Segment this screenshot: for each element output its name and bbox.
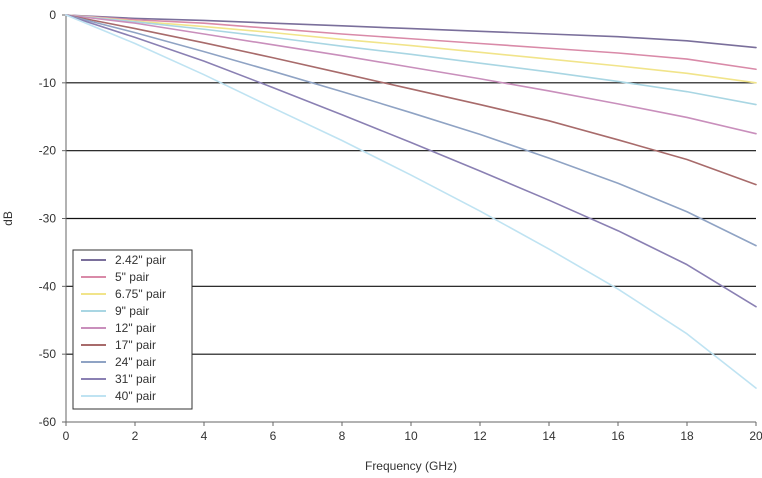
series-line-7 [65, 14, 757, 308]
legend-label-1: 5" pair [115, 270, 149, 284]
series-line-4 [65, 14, 757, 135]
x-axis-title: Frequency (GHz) [365, 459, 457, 473]
series-line-6 [65, 14, 757, 247]
x-tick-label-9: 18 [680, 429, 694, 443]
x-axis-ticks: 0 2 4 6 8 10 12 14 16 18 20 [63, 422, 762, 443]
series-lines [65, 14, 757, 389]
x-tick-label-5: 10 [404, 429, 418, 443]
legend-label-8: 40" pair [115, 389, 156, 403]
x-tick-label-3: 6 [270, 429, 277, 443]
y-axis-title: dB [1, 211, 15, 226]
x-tick-label-8: 16 [611, 429, 625, 443]
y-tick-label-1: -10 [39, 76, 57, 90]
legend-label-6: 24" pair [115, 355, 156, 369]
x-tick-label-2: 4 [201, 429, 208, 443]
y-tick-label-4: -40 [39, 279, 57, 293]
series-line-3 [65, 14, 757, 106]
legend-label-7: 31" pair [115, 372, 156, 386]
y-tick-label-6: -60 [39, 415, 57, 429]
x-tick-label-0: 0 [63, 429, 70, 443]
series-line-5 [65, 14, 757, 186]
legend-label-5: 17" pair [115, 338, 156, 352]
legend-label-3: 9" pair [115, 304, 149, 318]
x-tick-label-6: 12 [473, 429, 487, 443]
legend: 2.42" pair 5" pair 6.75" pair 9" pair 12" pa… [72, 249, 193, 410]
series-line-1 [65, 14, 757, 71]
y-tick-label-0: 0 [49, 8, 56, 22]
y-axis-ticks: 0 -10 -20 -30 -40 -50 -60 [39, 8, 66, 429]
y-tick-label-3: -30 [39, 212, 57, 226]
x-tick-label-7: 14 [542, 429, 556, 443]
x-tick-label-10: 20 [749, 429, 762, 443]
y-tick-label-2: -20 [39, 144, 57, 158]
legend-label-0: 2.42" pair [115, 253, 166, 267]
series-line-0 [65, 14, 757, 49]
legend-label-4: 12" pair [115, 321, 156, 335]
series-line-8 [65, 14, 757, 389]
series-line-2 [65, 14, 757, 84]
legend-label-2: 6.75" pair [115, 287, 166, 301]
x-tick-label-4: 8 [339, 429, 346, 443]
y-tick-label-5: -50 [39, 347, 57, 361]
x-tick-label-1: 2 [132, 429, 139, 443]
